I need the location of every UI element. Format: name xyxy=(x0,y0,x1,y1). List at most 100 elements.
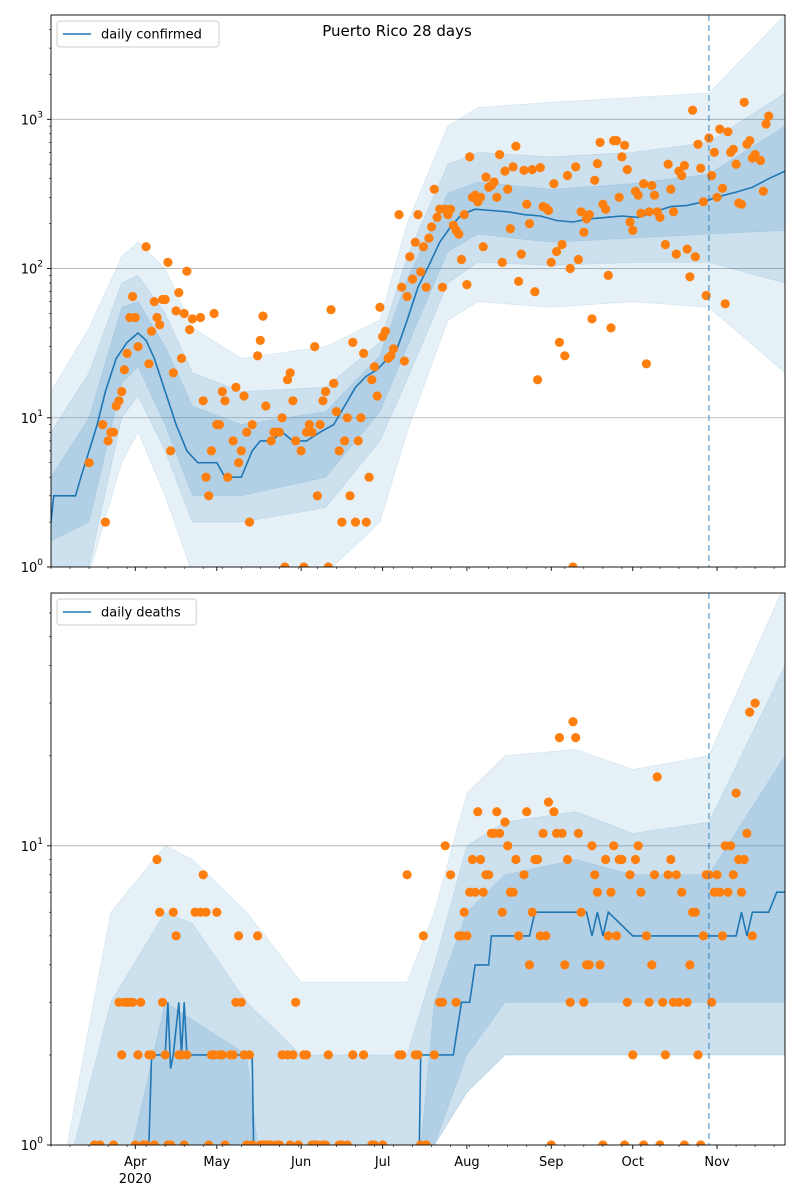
data-point xyxy=(649,870,660,880)
data-point xyxy=(636,208,646,218)
data-point xyxy=(432,212,442,222)
data-point xyxy=(416,267,426,277)
data-point xyxy=(253,351,263,361)
data-point xyxy=(519,870,529,880)
data-point xyxy=(340,436,350,446)
data-point xyxy=(369,362,380,372)
data-point xyxy=(747,931,758,941)
data-point xyxy=(709,147,719,157)
data-point xyxy=(236,997,246,1007)
data-point xyxy=(157,997,168,1007)
data-point xyxy=(655,1140,665,1145)
data-point xyxy=(516,249,526,259)
data-point xyxy=(282,375,293,385)
data-point xyxy=(639,179,649,189)
data-point xyxy=(557,828,567,839)
data-point xyxy=(119,365,129,375)
data-point xyxy=(715,124,725,134)
data-point xyxy=(209,308,219,319)
data-point xyxy=(652,772,662,782)
data-point xyxy=(690,252,700,262)
data-point xyxy=(147,1050,157,1060)
data-point xyxy=(122,348,132,358)
data-point xyxy=(511,141,521,151)
data-point xyxy=(141,242,151,252)
data-point xyxy=(601,854,611,865)
data-point xyxy=(228,1050,238,1060)
data-point xyxy=(527,165,537,175)
data-point xyxy=(587,314,597,324)
data-point xyxy=(301,1050,312,1060)
x-month-label: May xyxy=(203,1155,230,1170)
legend-box xyxy=(56,20,220,48)
data-point xyxy=(342,413,352,423)
data-point xyxy=(495,828,505,839)
data-point xyxy=(633,190,643,200)
data-point xyxy=(217,386,227,397)
data-point xyxy=(514,276,524,286)
data-point xyxy=(166,1140,176,1145)
data-point xyxy=(649,190,660,200)
data-point xyxy=(736,199,747,209)
data-point xyxy=(421,282,431,292)
data-point xyxy=(239,391,249,401)
data-point xyxy=(622,997,632,1007)
legend: daily deaths xyxy=(56,598,197,626)
data-point xyxy=(628,225,638,235)
data-point xyxy=(636,887,646,897)
data-point xyxy=(584,210,594,220)
data-point xyxy=(326,305,336,315)
data-point xyxy=(533,375,543,385)
data-point xyxy=(95,1140,105,1145)
data-point xyxy=(402,870,412,880)
data-point xyxy=(641,359,652,369)
y-tick-label: 101 xyxy=(21,837,43,855)
x-month-label: Jul xyxy=(374,1155,391,1170)
data-point xyxy=(538,828,548,839)
data-point xyxy=(679,1140,689,1145)
data-point xyxy=(258,311,268,321)
data-point xyxy=(601,204,611,214)
data-point xyxy=(413,210,423,220)
y-tick-label: 103 xyxy=(21,110,43,128)
data-point xyxy=(522,807,532,817)
data-point xyxy=(666,854,676,865)
data-point xyxy=(274,427,284,437)
data-point xyxy=(562,170,573,181)
data-point xyxy=(524,960,535,970)
data-point xyxy=(742,828,752,839)
data-point xyxy=(206,446,216,456)
data-point xyxy=(685,272,695,282)
data-point xyxy=(321,1140,331,1145)
data-point xyxy=(171,931,181,941)
data-point xyxy=(408,274,418,284)
data-point xyxy=(291,436,301,446)
data-point xyxy=(535,163,545,173)
data-point xyxy=(590,175,600,185)
data-point xyxy=(217,1050,227,1060)
data-point xyxy=(155,907,165,917)
data-point xyxy=(155,320,165,330)
data-point xyxy=(590,870,600,880)
data-point xyxy=(503,184,513,194)
data-point xyxy=(690,907,700,917)
data-point xyxy=(117,386,127,397)
data-point xyxy=(617,854,627,865)
data-point xyxy=(410,237,420,247)
data-point xyxy=(291,997,301,1007)
data-point xyxy=(481,172,491,182)
data-point xyxy=(726,841,736,851)
data-point xyxy=(187,314,197,324)
data-point xyxy=(342,1140,352,1145)
data-point xyxy=(671,249,681,259)
data-point xyxy=(446,204,456,214)
data-point xyxy=(560,351,570,361)
data-point xyxy=(231,382,241,392)
data-point xyxy=(424,233,434,243)
data-point xyxy=(348,337,358,347)
data-point xyxy=(413,1050,423,1060)
data-point xyxy=(717,931,728,941)
data-point xyxy=(220,1140,230,1145)
data-point xyxy=(152,854,162,865)
